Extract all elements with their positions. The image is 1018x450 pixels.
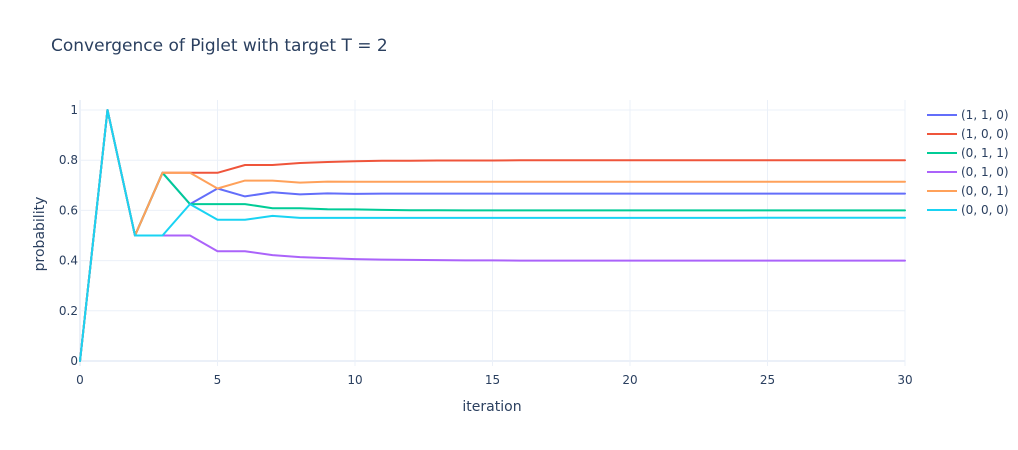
legend-item[interactable]: (0, 0, 1) [927, 184, 1009, 198]
y-tick-label: 0.6 [59, 203, 78, 217]
legend-label: (0, 1, 1) [961, 146, 1009, 160]
grid [79, 100, 906, 366]
x-tick-label: 25 [760, 373, 775, 387]
series-line [79, 109, 906, 362]
x-tick-label: 5 [214, 373, 222, 387]
plot-area [79, 109, 906, 362]
y-axis-ticks: 0 0.2 0.4 0.6 0.8 1 [59, 103, 78, 368]
y-tick-label: 0.8 [59, 153, 78, 167]
x-tick-label: 20 [622, 373, 637, 387]
x-tick-label: 15 [485, 373, 500, 387]
legend-item[interactable]: (0, 1, 1) [927, 146, 1009, 160]
legend-label: (0, 0, 1) [961, 184, 1009, 198]
series-line [79, 109, 906, 362]
x-tick-label: 0 [76, 373, 84, 387]
y-tick-label: 1 [70, 103, 78, 117]
chart-title: Convergence of Piglet with target T = 2 [51, 36, 388, 56]
legend-item[interactable]: (1, 0, 0) [927, 127, 1009, 141]
series-line [79, 109, 906, 362]
legend-item[interactable]: (0, 1, 0) [927, 165, 1009, 179]
y-tick-label: 0 [70, 354, 78, 368]
y-axis-label: probability [32, 197, 48, 272]
legend-label: (0, 1, 0) [961, 165, 1009, 179]
legend-label: (0, 0, 0) [961, 203, 1009, 217]
x-axis-ticks: 0 5 10 15 20 25 30 [76, 373, 912, 387]
legend-label: (1, 0, 0) [961, 127, 1009, 141]
x-tick-label: 10 [347, 373, 362, 387]
legend-item[interactable]: (1, 1, 0) [927, 108, 1009, 122]
x-axis-label: iteration [462, 399, 521, 415]
y-tick-label: 0.2 [59, 304, 78, 318]
series-line [79, 109, 906, 362]
legend[interactable]: (1, 1, 0) (1, 0, 0) (0, 1, 1) (0, 1, 0) (0, … [927, 108, 1009, 217]
x-tick-label: 30 [897, 373, 912, 387]
y-tick-label: 0.4 [59, 254, 78, 268]
legend-item[interactable]: (0, 0, 0) [927, 203, 1009, 217]
legend-label: (1, 1, 0) [961, 108, 1009, 122]
series-line [79, 109, 906, 362]
